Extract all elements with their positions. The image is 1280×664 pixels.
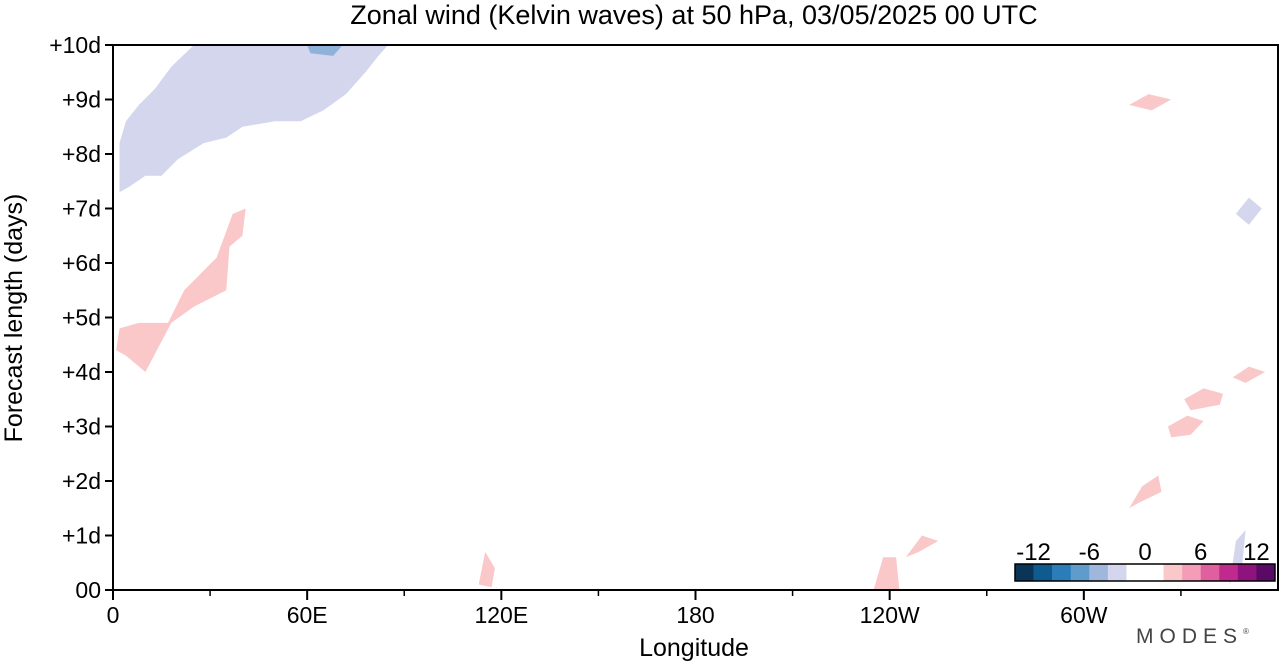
- colorbar-swatch: [1200, 564, 1220, 581]
- x-axis-label: Longitude: [639, 634, 749, 662]
- y-tick-label: +5d: [62, 305, 101, 331]
- x-axis: 0 60E 120E 180 120W 60W: [107, 590, 1182, 628]
- colorbar-swatch: [1182, 564, 1202, 581]
- colorbar-swatch: [1089, 564, 1109, 581]
- colorbar-swatch: [1015, 564, 1034, 581]
- modes-logo: MODES®: [1136, 625, 1249, 649]
- y-tick-label: +10d: [49, 32, 101, 58]
- region-westerly-blob-3d: [1168, 415, 1204, 438]
- colorbar-tick-label: -12: [1016, 539, 1051, 566]
- y-tick-label: +8d: [62, 141, 101, 167]
- region-westerly-anomaly-left-band: [116, 208, 246, 372]
- colorbar: -12 -6 0 6 12: [1014, 539, 1276, 582]
- region-westerly-blob-95W: [905, 535, 939, 558]
- x-tick-label: 180: [676, 602, 714, 628]
- colorbar-swatch: [1219, 564, 1239, 581]
- x-tick-label: 60W: [1060, 602, 1108, 628]
- y-axis: 00 +1d +2d +3d +4d +5d +6d +7d +8d +9d +10d: [49, 32, 113, 603]
- y-axis-label: Forecast length (days): [0, 194, 28, 443]
- colorbar-swatch: [1163, 564, 1183, 581]
- region-westerly-blob-45W-2d: [1129, 475, 1162, 509]
- y-tick-label: 00: [75, 577, 101, 603]
- y-tick-label: +9d: [62, 87, 101, 113]
- x-tick-label: 0: [107, 602, 120, 628]
- registered-mark: ®: [1243, 627, 1249, 636]
- wind-anomaly-regions: [116, 45, 1266, 590]
- colorbar-tick-label: 12: [1243, 539, 1270, 566]
- colorbar-swatch: [1145, 564, 1164, 581]
- region-westerly-blob-3.5d: [1184, 388, 1223, 411]
- y-tick-label: +6d: [62, 250, 101, 276]
- colorbar-swatch: [1107, 564, 1127, 581]
- colorbar-frame: [1014, 563, 1276, 582]
- y-tick-label: +7d: [62, 196, 101, 222]
- region-westerly-blob-114E: [478, 551, 495, 588]
- region-westerly-blob-9d: [1129, 94, 1172, 111]
- colorbar-swatch: [1237, 564, 1257, 581]
- plot-area-frame: [112, 44, 1279, 591]
- colorbar-tick-label: -6: [1079, 539, 1100, 566]
- colorbar-swatch: [1256, 564, 1276, 581]
- x-tick-label: 120W: [860, 602, 920, 628]
- y-tick-label: +3d: [62, 414, 101, 440]
- y-tick-label: +4d: [62, 359, 101, 385]
- brand-name: MODES: [1136, 625, 1244, 648]
- region-easterly-blob-7d: [1235, 197, 1262, 225]
- region-easterly-core-upper: [307, 45, 343, 56]
- colorbar-tick-label: 0: [1138, 539, 1151, 566]
- x-tick-label: 60E: [287, 602, 328, 628]
- colorbar-tick-label: 6: [1194, 539, 1207, 566]
- colorbar-swatch: [1052, 564, 1072, 581]
- y-tick-label: +1d: [62, 523, 101, 549]
- y-tick-label: +2d: [62, 468, 101, 494]
- region-westerly-blob-near-120W: [873, 557, 900, 590]
- chart-title: Zonal wind (Kelvin waves) at 50 hPa, 03/…: [350, 0, 1037, 30]
- colorbar-swatch: [1070, 564, 1090, 581]
- colorbar-swatch: [1126, 564, 1146, 581]
- colorbar-swatch: [1033, 564, 1053, 581]
- region-easterly-anomaly-upper-left: [119, 45, 389, 193]
- x-tick-label: 120E: [474, 602, 528, 628]
- region-westerly-blob-4d: [1232, 366, 1266, 383]
